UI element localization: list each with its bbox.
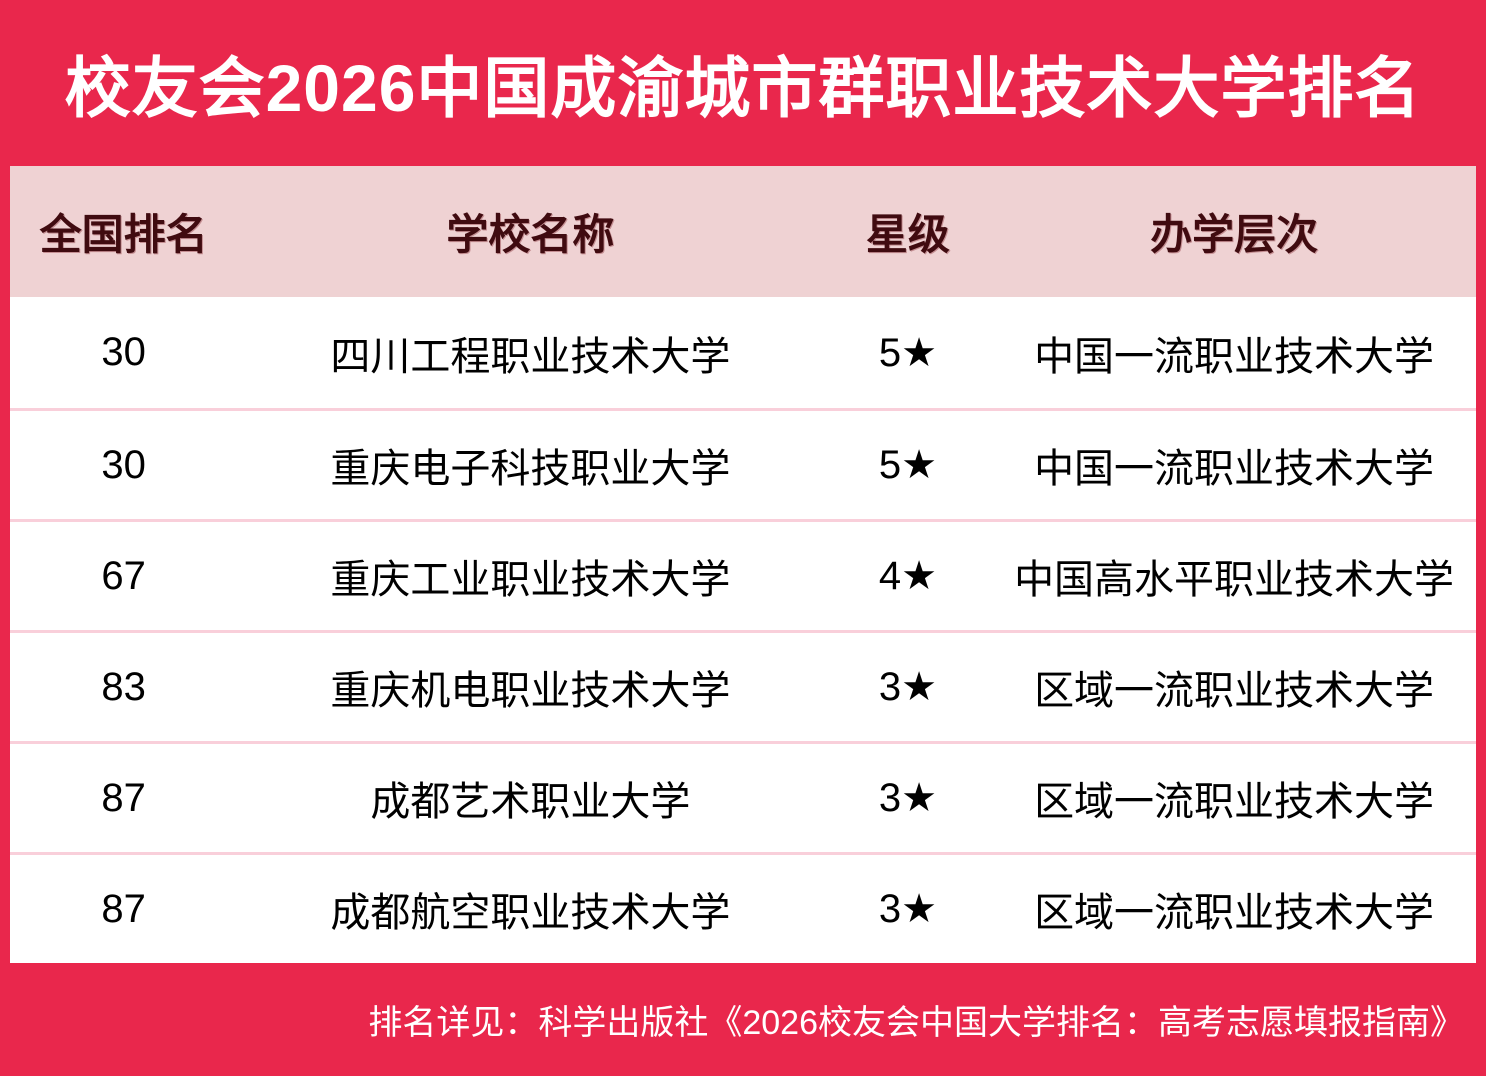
footer-note: 排名详见：科学出版社《2026校友会中国大学排名：高考志愿填报指南》 bbox=[368, 1003, 1464, 1042]
footer-banner: 排名详见：科学出版社《2026校友会中国大学排名：高考志愿填报指南》 bbox=[0, 963, 1486, 1075]
table-header-row: 全国排名 学校名称 星级 办学层次 bbox=[10, 166, 1476, 297]
school-name-cell: 重庆机电职业技术大学 bbox=[330, 669, 731, 713]
rank-cell: 30 bbox=[101, 442, 146, 487]
star-rating-cell: 5★ bbox=[878, 443, 937, 487]
table-row: 83 重庆机电职业技术大学 3★ 区域一流职业技术大学 bbox=[10, 630, 1476, 741]
school-name-cell: 四川工程职业技术大学 bbox=[330, 334, 731, 379]
star-rating-cell: 5★ bbox=[878, 330, 937, 375]
school-name-cell: 成都艺术职业大学 bbox=[370, 780, 691, 824]
header-cell-star: 星级 bbox=[865, 211, 950, 258]
header-cell-level: 办学层次 bbox=[1150, 211, 1319, 258]
star-rating-cell: 4★ bbox=[878, 554, 937, 598]
education-level-cell: 区域一流职业技术大学 bbox=[1034, 891, 1435, 935]
rank-cell: 30 bbox=[101, 330, 146, 374]
education-level-cell: 中国一流职业技术大学 bbox=[1034, 447, 1435, 491]
rank-cell: 67 bbox=[101, 553, 146, 598]
education-level-cell: 中国一流职业技术大学 bbox=[1034, 334, 1435, 379]
ranking-table: 全国排名 学校名称 星级 办学层次 30 四川工程职业技术大学 5★ 中国一流职… bbox=[10, 166, 1476, 963]
header-cell-rank: 全国排名 bbox=[39, 211, 208, 258]
table-row: 30 重庆电子科技职业大学 5★ 中国一流职业技术大学 bbox=[10, 408, 1476, 519]
star-rating-cell: 3★ bbox=[878, 665, 937, 709]
table-row: 67 重庆工业职业技术大学 4★ 中国高水平职业技术大学 bbox=[10, 519, 1476, 630]
star-rating-cell: 3★ bbox=[878, 887, 937, 931]
rank-cell: 87 bbox=[101, 886, 146, 931]
page-title: 校友会2026中国成渝城市群职业技术大学排名 bbox=[64, 51, 1422, 125]
table-row: 87 成都航空职业技术大学 3★ 区域一流职业技术大学 bbox=[10, 852, 1476, 963]
star-rating-cell: 3★ bbox=[878, 776, 937, 820]
education-level-cell: 区域一流职业技术大学 bbox=[1034, 669, 1435, 713]
title-banner: 校友会2026中国成渝城市群职业技术大学排名 bbox=[0, 0, 1486, 166]
education-level-cell: 区域一流职业技术大学 bbox=[1034, 780, 1435, 824]
education-level-cell: 中国高水平职业技术大学 bbox=[1014, 558, 1455, 602]
rank-cell: 87 bbox=[101, 775, 146, 820]
table-row: 87 成都艺术职业大学 3★ 区域一流职业技术大学 bbox=[10, 741, 1476, 852]
header-cell-school: 学校名称 bbox=[446, 211, 615, 258]
table-row: 30 四川工程职业技术大学 5★ 中国一流职业技术大学 bbox=[10, 297, 1476, 408]
school-name-cell: 重庆电子科技职业大学 bbox=[330, 447, 731, 491]
school-name-cell: 重庆工业职业技术大学 bbox=[330, 558, 731, 602]
school-name-cell: 成都航空职业技术大学 bbox=[330, 891, 731, 935]
rank-cell: 83 bbox=[101, 664, 146, 709]
